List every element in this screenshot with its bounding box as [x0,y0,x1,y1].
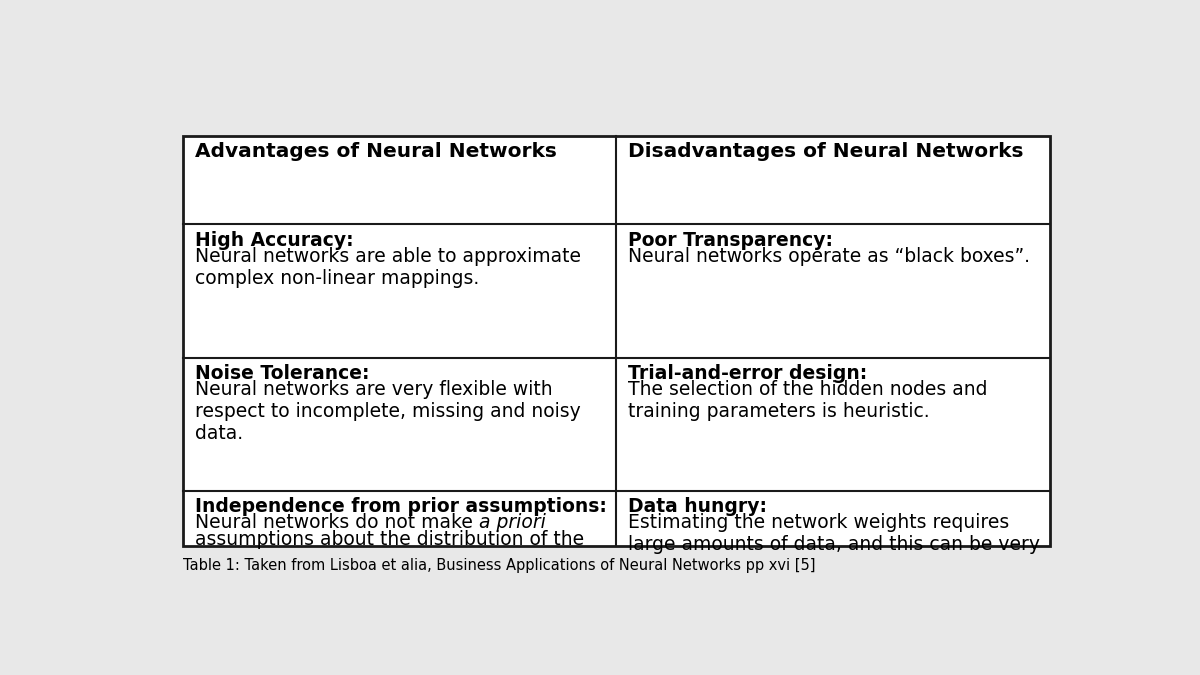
Text: Estimating the network weights requires
large amounts of data, and this can be v: Estimating the network weights requires … [629,514,1040,554]
Text: Neural networks do not make: Neural networks do not make [194,514,479,533]
Text: Table 1: Taken from Lisboa et alia, Business Applications of Neural Networks pp : Table 1: Taken from Lisboa et alia, Busi… [182,558,815,572]
Text: High Accuracy:: High Accuracy: [194,231,353,250]
Text: The selection of the hidden nodes and
training parameters is heuristic.: The selection of the hidden nodes and tr… [629,381,988,421]
Text: Trial-and-error design:: Trial-and-error design: [629,364,868,383]
Text: Disadvantages of Neural Networks: Disadvantages of Neural Networks [629,142,1024,161]
Text: a priori: a priori [479,514,545,533]
Bar [182,136,1050,546]
Text: Neural networks are very flexible with
respect to incomplete, missing and noisy
: Neural networks are very flexible with r… [194,381,581,443]
Text: Independence from prior assumptions:: Independence from prior assumptions: [194,497,606,516]
Text: Data hungry:: Data hungry: [629,497,768,516]
Bar [182,136,1050,546]
Text: Advantages of Neural Networks: Advantages of Neural Networks [194,142,557,161]
Text: Neural networks operate as “black boxes”.: Neural networks operate as “black boxes”… [629,247,1031,267]
Text: Noise Tolerance:: Noise Tolerance: [194,364,370,383]
Text: Neural networks are able to approximate
complex non-linear mappings.: Neural networks are able to approximate … [194,247,581,288]
Text: assumptions about the distribution of the: assumptions about the distribution of th… [194,530,583,549]
Text: Poor Transparency:: Poor Transparency: [629,231,834,250]
